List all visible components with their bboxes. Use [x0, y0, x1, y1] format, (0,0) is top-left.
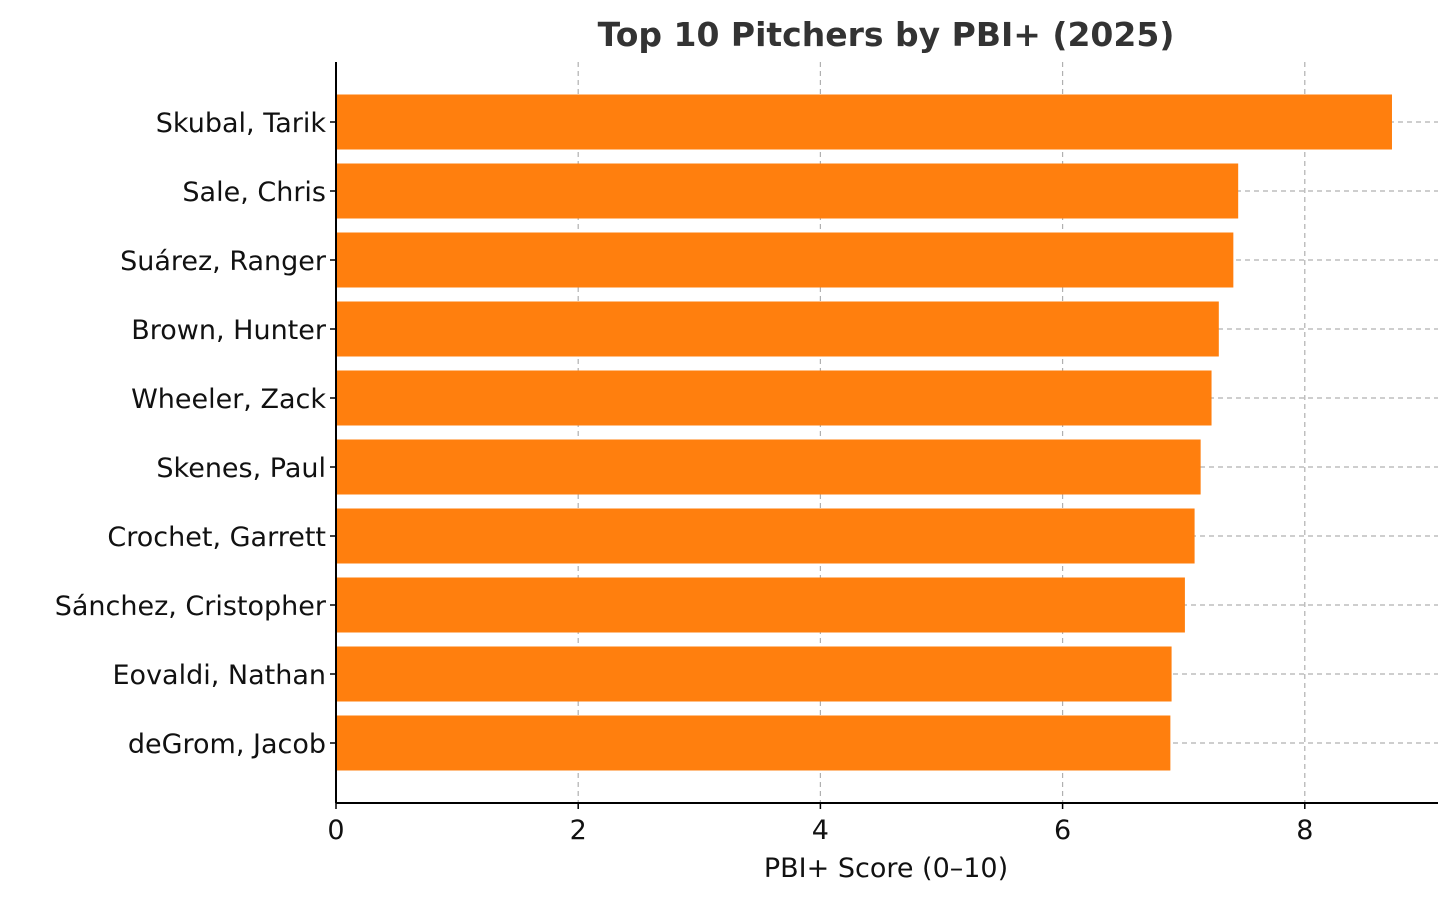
category-labels: Skubal, Tarik Sale, Chris Suárez, Ranger Br…: [55, 108, 327, 760]
category-label: Eovaldi, Nathan: [112, 660, 326, 691]
category-label: deGrom, Jacob: [128, 729, 326, 760]
x-tick-label: 8: [1296, 815, 1313, 846]
x-tick-labels: 0 2 4 6 8: [327, 815, 1313, 846]
category-label: Suárez, Ranger: [120, 246, 327, 277]
x-tick-label: 6: [1054, 815, 1071, 846]
bar: [336, 370, 1212, 426]
category-label: Crochet, Garrett: [107, 522, 326, 553]
bar: [336, 715, 1171, 771]
category-label: Brown, Hunter: [131, 315, 327, 346]
bar: [336, 439, 1201, 495]
bar: [336, 94, 1392, 150]
bars: [336, 94, 1392, 771]
bar: [336, 508, 1195, 564]
bar: [336, 577, 1185, 633]
category-label: Sale, Chris: [182, 177, 326, 208]
category-label: Skubal, Tarik: [156, 108, 327, 139]
x-tick-label: 2: [570, 815, 587, 846]
bar: [336, 163, 1239, 219]
category-label: Skenes, Paul: [156, 453, 326, 484]
x-tick-label: 0: [327, 815, 344, 846]
x-tick-label: 4: [812, 815, 829, 846]
chart-title: Top 10 Pitchers by PBI+ (2025): [598, 15, 1175, 54]
bar: [336, 646, 1172, 702]
category-label: Wheeler, Zack: [131, 384, 326, 415]
bar: [336, 301, 1219, 357]
bar: [336, 232, 1234, 288]
x-axis-label: PBI+ Score (0–10): [764, 853, 1008, 884]
axes: [330, 62, 1438, 809]
category-label: Sánchez, Cristopher: [55, 591, 327, 622]
